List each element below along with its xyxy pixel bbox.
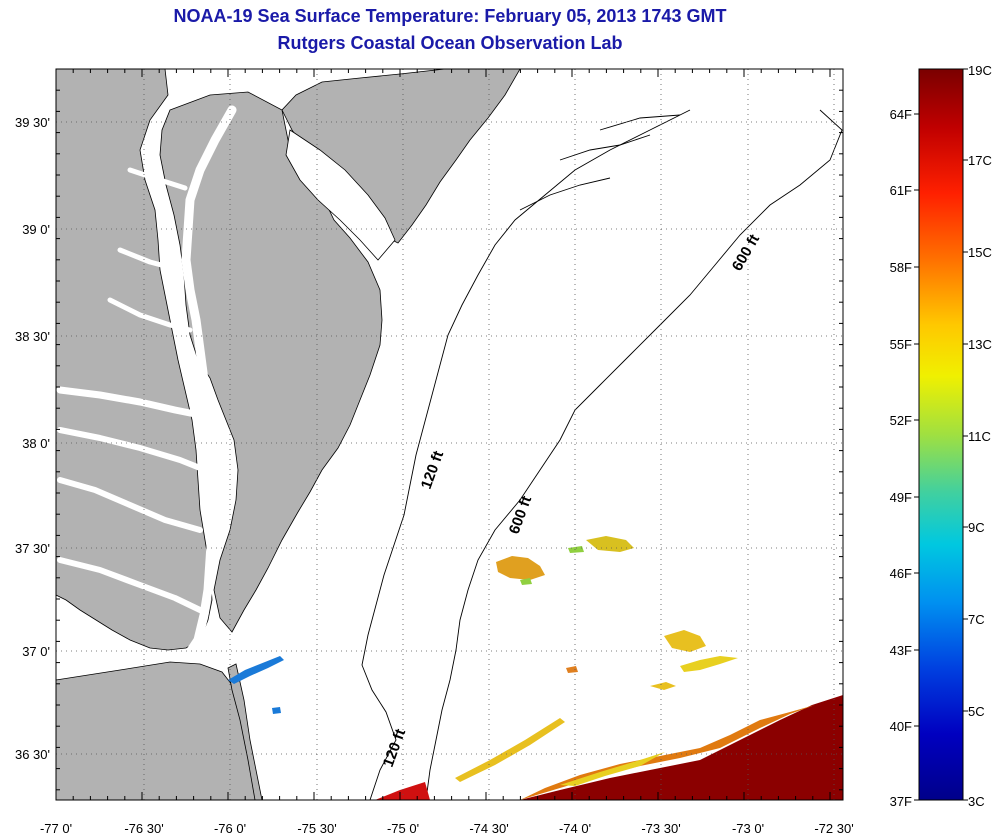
lon-tick-label: -75 0' bbox=[387, 821, 419, 836]
lat-tick-label: 39 0' bbox=[22, 222, 50, 237]
lon-tick-label: -77 0' bbox=[40, 821, 72, 836]
lat-tick-label: 38 30' bbox=[15, 329, 50, 344]
sst-patch-5 bbox=[650, 682, 676, 690]
gridlines bbox=[56, 69, 843, 800]
colorbar-c-label: 9C bbox=[968, 520, 985, 535]
colorbar-celsius-labels: 19C 17C 15C 13C 11C 9C 7C 5C 3C bbox=[968, 63, 992, 809]
colorbar-f-label: 40F bbox=[890, 719, 912, 734]
contour-120ft bbox=[361, 109, 691, 800]
colorbar-f-label: 46F bbox=[890, 566, 912, 581]
lat-tick-label: 37 30' bbox=[15, 541, 50, 556]
sst-patch-2 bbox=[586, 536, 634, 552]
lon-tick-label: -72 30' bbox=[814, 821, 853, 836]
sst-green-1 bbox=[568, 546, 584, 553]
lon-tick-label: -76 0' bbox=[214, 821, 246, 836]
colorbar: 19C 17C 15C 13C 11C 9C 7C 5C 3C 64F 61F … bbox=[890, 63, 992, 809]
sst-yellow-band bbox=[560, 752, 665, 786]
map-subtitle: Rutgers Coastal Ocean Observation Lab bbox=[277, 33, 623, 53]
colorbar-f-label: 58F bbox=[890, 260, 912, 275]
colorbar-f-label: 49F bbox=[890, 490, 912, 505]
sst-blue-patch bbox=[228, 656, 284, 684]
map-frame bbox=[55, 68, 844, 801]
sst-patch-4 bbox=[680, 656, 738, 672]
colorbar-f-label: 61F bbox=[890, 183, 912, 198]
map-title: NOAA-19 Sea Surface Temperature: Februar… bbox=[173, 6, 727, 26]
colorbar-c-label: 13C bbox=[968, 337, 992, 352]
colorbar-c-label: 15C bbox=[968, 245, 992, 260]
land-virginia-south bbox=[56, 661, 257, 800]
colorbar-f-label: 37F bbox=[890, 794, 912, 809]
land-western-shore bbox=[56, 69, 213, 651]
lat-tick-label: 38 0' bbox=[22, 436, 50, 451]
colorbar-c-label: 5C bbox=[968, 704, 985, 719]
sst-patch-1 bbox=[496, 556, 545, 580]
lat-tick-label: 37 0' bbox=[22, 644, 50, 659]
colorbar-gradient bbox=[918, 68, 964, 801]
sst-dark-red-band bbox=[520, 695, 843, 800]
colorbar-c-label: 7C bbox=[968, 612, 985, 627]
contour-600ft bbox=[425, 109, 843, 800]
lon-tick-label: -76 30' bbox=[124, 821, 163, 836]
colorbar-c-label: 19C bbox=[968, 63, 992, 78]
lon-tick-label: -73 30' bbox=[641, 821, 680, 836]
sst-diagonal-streak bbox=[455, 718, 565, 782]
delaware-bay bbox=[285, 129, 396, 261]
colorbar-fahrenheit-labels: 64F 61F 58F 55F 52F 49F 46F 43F 40F 37F bbox=[890, 107, 912, 809]
sst-patch-6 bbox=[566, 666, 578, 673]
land-outer-banks bbox=[227, 663, 263, 800]
lon-tick-labels: -77 0' -76 30' -76 0' -75 30' -75 0' -74… bbox=[40, 821, 854, 836]
lat-tick-label: 39 30' bbox=[15, 115, 50, 130]
lon-tick-label: -73 0' bbox=[732, 821, 764, 836]
chesapeake-bay bbox=[56, 105, 237, 660]
sst-red-corner bbox=[375, 782, 430, 800]
sst-patches bbox=[228, 536, 843, 800]
colorbar-ticks bbox=[914, 68, 968, 801]
lon-tick-label: -74 0' bbox=[559, 821, 591, 836]
colorbar-c-label: 17C bbox=[968, 153, 992, 168]
colorbar-f-label: 64F bbox=[890, 107, 912, 122]
colorbar-f-label: 43F bbox=[890, 643, 912, 658]
colorbar-c-label: 3C bbox=[968, 794, 985, 809]
lon-tick-label: -74 30' bbox=[469, 821, 508, 836]
colorbar-f-label: 55F bbox=[890, 337, 912, 352]
land-delmarva bbox=[159, 91, 383, 633]
lon-tick-label: -75 30' bbox=[297, 821, 336, 836]
lat-tick-labels: 39 30' 39 0' 38 30' 38 0' 37 30' 37 0' 3… bbox=[15, 115, 50, 762]
sst-green-2 bbox=[520, 578, 532, 585]
lat-tick-label: 36 30' bbox=[15, 747, 50, 762]
colorbar-c-label: 11C bbox=[968, 429, 991, 444]
colorbar-f-label: 52F bbox=[890, 413, 912, 428]
sst-blue-dot bbox=[272, 707, 281, 714]
sst-patch-3 bbox=[664, 630, 706, 652]
land-masses bbox=[56, 69, 521, 800]
frame-ticks bbox=[55, 68, 843, 800]
